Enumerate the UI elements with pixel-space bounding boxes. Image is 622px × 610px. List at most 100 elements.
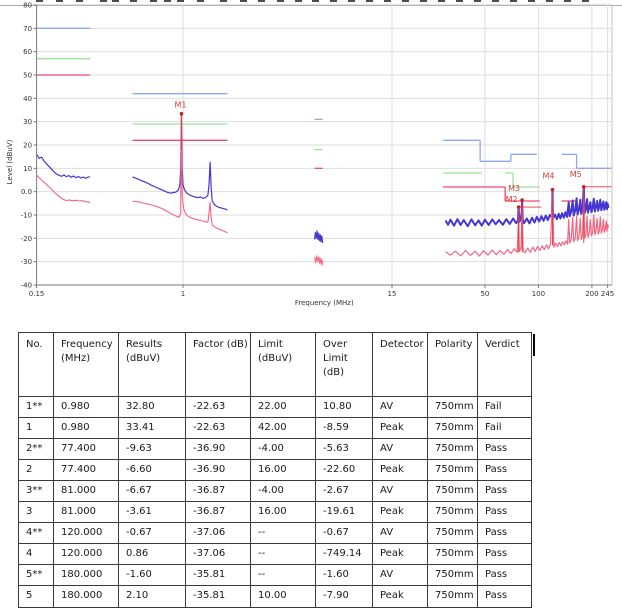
cropped-text-fragment — [510, 0, 517, 2]
table-cell: 750mm — [428, 544, 478, 565]
table-cell: 10.80 — [316, 397, 373, 418]
column-header: Verdict — [478, 333, 531, 397]
table-cell: 16.00 — [251, 460, 316, 481]
y-tick-label: -40 — [21, 282, 32, 290]
table-cell: 0.86 — [119, 544, 186, 565]
table-cell: 22.00 — [251, 397, 316, 418]
table-cell: -35.81 — [186, 586, 251, 607]
y-tick-label: -10 — [21, 212, 32, 220]
cropped-text-fragment — [456, 0, 463, 2]
cropped-text-fragment — [402, 0, 409, 2]
x-tick-label: 0.15 — [29, 290, 45, 298]
y-tick-label: 70 — [23, 25, 32, 33]
marker-label: M4 — [542, 172, 554, 181]
table-cell: 750mm — [428, 439, 478, 460]
peak-curve — [132, 113, 228, 211]
y-tick-label: -20 — [21, 235, 32, 243]
table-cell: Pass — [478, 565, 531, 586]
table-cell: Peak — [373, 586, 428, 607]
marker-dot — [516, 205, 521, 209]
column-header: Limit (dBuV) — [251, 333, 316, 397]
marker-dot — [179, 111, 184, 116]
table-cell: 16.00 — [251, 502, 316, 523]
table-cell: -4.00 — [251, 481, 316, 502]
table-cell: 750mm — [428, 565, 478, 586]
cropped-text-fragment — [366, 0, 373, 2]
table-cell: 3** — [19, 481, 54, 502]
table-cell: -19.61 — [316, 502, 373, 523]
y-axis-title: Level (dBuV) — [6, 139, 14, 184]
table-cell: -7.90 — [316, 586, 373, 607]
table-cell: Pass — [478, 502, 531, 523]
y-tick-label: 40 — [23, 95, 32, 103]
column-header: Results (dBuV) — [119, 333, 186, 397]
table-cell: AV — [373, 565, 428, 586]
table-cell: 3 — [19, 502, 54, 523]
column-header: Polarity — [428, 333, 478, 397]
peak-curve — [314, 230, 324, 244]
cropped-text-fragment — [130, 0, 137, 2]
table-cell: 2 — [19, 460, 54, 481]
cropped-text-fragment — [546, 0, 553, 2]
table-cell: -6.67 — [119, 481, 186, 502]
table-cell: -9.63 — [119, 439, 186, 460]
table-cell: Peak — [373, 460, 428, 481]
cropped-text-fragment — [564, 0, 571, 2]
y-tick-label: 30 — [23, 118, 32, 126]
cropped-text-fragment — [312, 0, 319, 2]
x-tick-label: 200 — [585, 290, 598, 298]
marker-label: M3 — [508, 184, 520, 193]
cropped-text-fragment — [295, 0, 302, 2]
column-header: No. — [19, 333, 54, 397]
table-cell: -35.81 — [186, 565, 251, 586]
table-cell: 33.41 — [119, 418, 186, 439]
table-cell: 77.400 — [54, 460, 119, 481]
table-cell: -36.87 — [186, 481, 251, 502]
table-cell: AV — [373, 439, 428, 460]
table-cell: 750mm — [428, 586, 478, 607]
table-cell: 750mm — [428, 502, 478, 523]
av-curve — [314, 255, 324, 266]
cropped-text-fragment — [100, 0, 107, 2]
marker-dot — [520, 198, 524, 202]
table-cell: -22.60 — [316, 460, 373, 481]
x-tick-label: 50 — [480, 290, 489, 298]
x-tick-label: 15 — [388, 290, 397, 298]
table-cell: -- — [251, 565, 316, 586]
table-cell: 120.000 — [54, 544, 119, 565]
cropped-text-fragment — [76, 0, 83, 2]
column-header: Factor (dB) — [186, 333, 251, 397]
table-cell: -6.60 — [119, 460, 186, 481]
cropped-text-fragment — [438, 0, 445, 2]
cropped-text-fragment — [330, 0, 337, 2]
table-cell: 1** — [19, 397, 54, 418]
table-cell: -2.67 — [316, 481, 373, 502]
y-tick-label: 60 — [23, 48, 32, 56]
table-cell: 4** — [19, 523, 54, 544]
x-tick-label: 100 — [532, 290, 545, 298]
marker-dot — [581, 184, 586, 189]
cropped-text-fragment — [277, 0, 284, 2]
table-cell: Pass — [478, 523, 531, 544]
table-cell: Pass — [478, 544, 531, 565]
table-cell: -36.87 — [186, 502, 251, 523]
table-cell: Fail — [478, 418, 531, 439]
table-cell: -- — [251, 544, 316, 565]
table-cell: 81.000 — [54, 481, 119, 502]
peak-curve — [36, 153, 91, 179]
table-cell: 750mm — [428, 523, 478, 544]
table-cell: 81.000 — [54, 502, 119, 523]
y-tick-label: 80 — [23, 2, 32, 10]
table-cell: -22.63 — [186, 397, 251, 418]
x-tick-label: 245 — [601, 290, 614, 298]
table-cell: 10.00 — [251, 586, 316, 607]
emission-level-chart: M1 M2 M3 M4 M5 80 70 60 50 40 30 20 10 0.0 -10 -20 -30 -4… — [0, 2, 622, 307]
table-cell: Peak — [373, 502, 428, 523]
column-header: Detector — [373, 333, 428, 397]
table-cell: 750mm — [428, 397, 478, 418]
table-cell: -0.67 — [316, 523, 373, 544]
table-cell: 32.80 — [119, 397, 186, 418]
table-cell: -22.63 — [186, 418, 251, 439]
table-cell: -37.06 — [186, 523, 251, 544]
